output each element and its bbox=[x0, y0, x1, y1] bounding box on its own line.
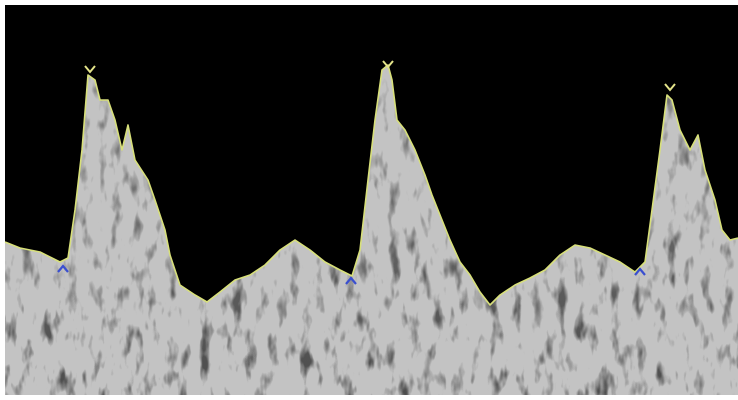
doppler-image bbox=[0, 0, 738, 400]
page bbox=[0, 0, 738, 400]
